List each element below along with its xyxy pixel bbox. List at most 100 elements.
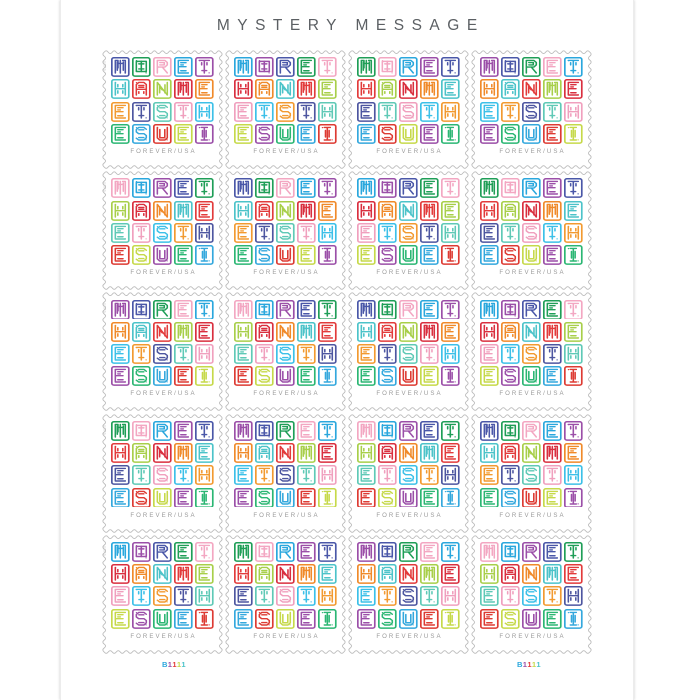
letter-tile [419,343,440,365]
letter-tile [233,177,254,199]
letter-tile [173,222,194,244]
letter-tile [521,608,542,630]
letter-tile [563,199,584,221]
letter-tile [275,585,296,607]
letter-tile [110,199,131,221]
letter-tile [377,365,398,387]
letter-tile [377,442,398,464]
letter-tile [356,244,377,266]
letter-tile [521,222,542,244]
letter-tile [521,244,542,266]
letter-tile [233,563,254,585]
letter-tile [296,365,317,387]
stamp[interactable]: FOREVER/USA [224,49,347,170]
letter-tile [419,199,440,221]
stamp[interactable]: FOREVER/USA [470,291,593,412]
letter-tile [500,199,521,221]
letter-tile [296,78,317,100]
letter-tile [173,298,194,320]
stamp[interactable]: FOREVER/USA USPS [101,49,224,170]
letter-tile [194,563,215,585]
letter-tile [500,177,521,199]
letter-tile [152,56,173,78]
letter-tile [542,222,563,244]
stamp[interactable]: FOREVER/USA [347,291,470,412]
letter-tile [317,365,338,387]
plate-digit: 1 [172,660,177,669]
stamp[interactable]: FOREVER/USA [470,49,593,170]
stamp[interactable]: FOREVER/USA [224,413,347,534]
letter-tile [317,78,338,100]
forever-usa-label: FOREVER/USA [253,632,320,640]
letter-tile [356,78,377,100]
letter-tile [542,442,563,464]
letter-tile [377,608,398,630]
stamp[interactable]: FOREVER/USA USPS [101,534,224,655]
letter-tile [254,177,275,199]
letter-tile [440,420,461,442]
stamp[interactable]: FOREVER/USA [347,170,470,291]
stamp-design: FOREVER/USA [479,177,584,284]
letter-tile [398,608,419,630]
letter-tile [398,486,419,508]
stamp-design: FOREVER/USA [233,541,338,648]
letter-tile [131,608,152,630]
letter-tile [440,56,461,78]
stamp[interactable]: FOREVER/USA [470,413,593,534]
letter-tile [317,177,338,199]
letter-tile [233,343,254,365]
letter-tile [173,585,194,607]
letter-tile [563,442,584,464]
stamp[interactable]: FOREVER/USA [224,291,347,412]
letter-tile-grid [356,177,461,266]
stamp[interactable]: FOREVER/USA [470,170,593,291]
letter-tile [233,101,254,123]
forever-usa-label: FOREVER/USA [499,632,566,640]
letter-tile [194,464,215,486]
letter-tile [110,343,131,365]
letter-tile [479,56,500,78]
letter-tile [419,585,440,607]
letter-tile [542,123,563,145]
letter-tile [542,464,563,486]
letter-tile [233,244,254,266]
letter-tile [356,343,377,365]
letter-tile [563,486,584,508]
stamp-side-code: USPS [102,61,107,72]
letter-tile [563,101,584,123]
letter-tile [542,298,563,320]
letter-tile [419,608,440,630]
stamp[interactable]: FOREVER/USA [347,534,470,655]
letter-tile [500,123,521,145]
letter-tile [110,442,131,464]
letter-tile [356,298,377,320]
stamp[interactable]: FOREVER/USA [347,49,470,170]
letter-tile [563,78,584,100]
stamp[interactable]: FOREVER/USA [224,170,347,291]
letter-tile [419,78,440,100]
letter-tile [479,123,500,145]
stamp[interactable]: FOREVER/USA USPS [101,413,224,534]
stamp[interactable]: FOREVER/USA [470,534,593,655]
stamp[interactable]: FOREVER/USA USPS [101,170,224,291]
letter-tile [233,321,254,343]
letter-tile [152,585,173,607]
letter-tile [377,541,398,563]
letter-tile [131,56,152,78]
letter-tile [152,101,173,123]
plate-digit: 1 [176,660,182,669]
letter-tile [356,486,377,508]
stamp-design: FOREVER/USA [356,420,461,527]
letter-tile [173,365,194,387]
letter-tile [356,365,377,387]
letter-tile [110,78,131,100]
letter-tile [296,464,317,486]
stamp-design: FOREVER/USA [110,420,215,527]
letter-tile [173,563,194,585]
stamp-side-code: USPS [102,182,107,193]
letter-tile [398,177,419,199]
stamp[interactable]: FOREVER/USA [224,534,347,655]
stamp[interactable]: FOREVER/USA USPS [101,291,224,412]
forever-usa-label: FOREVER/USA [130,148,197,155]
stamp[interactable]: FOREVER/USA [347,413,470,534]
